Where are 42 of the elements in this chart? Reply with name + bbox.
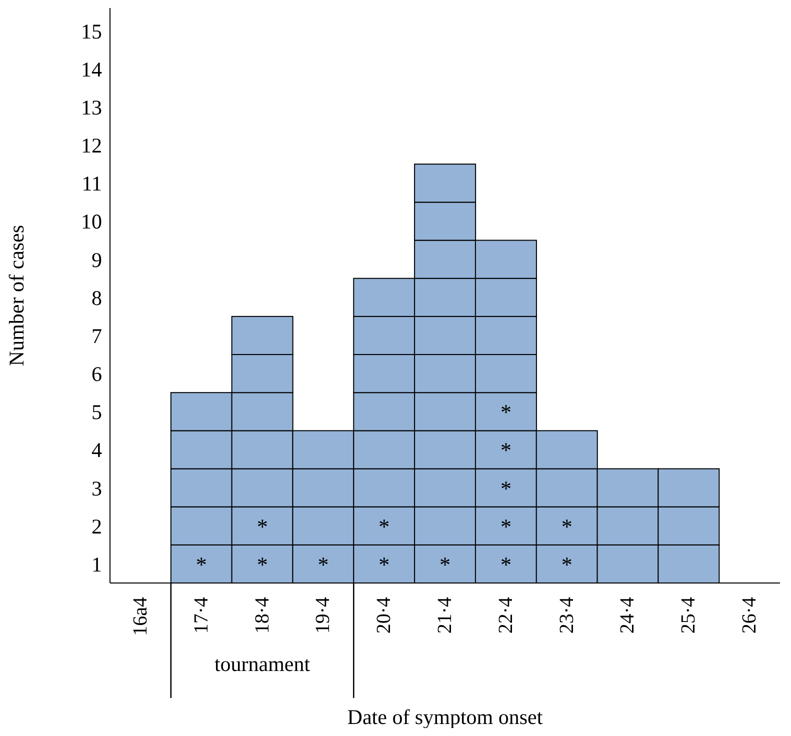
x-tick-label: 17·4 <box>190 597 212 634</box>
y-tick-label: 14 <box>81 57 102 82</box>
y-tick-label: 10 <box>81 210 102 234</box>
data-label: * <box>196 552 207 577</box>
x-tick-label: 23·4 <box>556 597 578 634</box>
data-label: * <box>378 514 390 539</box>
data-label: * <box>500 438 512 463</box>
y-tick-label: 5 <box>92 400 102 424</box>
y-tick-label: 3 <box>92 476 102 500</box>
y-tick-label: 9 <box>92 248 102 272</box>
data-label: * <box>500 552 512 577</box>
data-label: * <box>378 552 390 577</box>
x-tick-label: 20·4 <box>373 597 396 634</box>
data-label: * <box>500 514 512 539</box>
y-axis-title: Number of cases <box>4 224 28 366</box>
x-tick-label: 22·4 <box>494 597 517 634</box>
y-tick-label: 2 <box>92 514 102 538</box>
data-label: * <box>561 552 572 577</box>
x-tick-label: 25·4 <box>678 597 700 634</box>
y-tick-label: 8 <box>92 286 102 310</box>
x-tick-label: 24·4 <box>616 597 639 634</box>
data-label: * <box>561 514 572 539</box>
data-label: * <box>256 552 268 577</box>
y-tick-label: 1 <box>92 552 102 576</box>
y-tick-label: 13 <box>81 95 102 120</box>
data-label: * <box>256 514 268 539</box>
data-label: * <box>500 476 512 501</box>
data-label: * <box>318 552 329 577</box>
y-tick-label: 15 <box>81 19 102 44</box>
data-label: * <box>440 552 451 577</box>
x-tick-label: 26·4 <box>738 597 761 634</box>
y-tick-label: 6 <box>92 362 102 386</box>
y-tick-label: 7 <box>92 324 102 348</box>
text: tournament <box>214 652 310 676</box>
x-tick-label: 16a4 <box>129 597 152 636</box>
x-tick-label: 19·4 <box>312 597 334 634</box>
x-tick-label: 21·4 <box>434 597 456 634</box>
y-tick-label: 4 <box>92 438 102 462</box>
y-tick-label: 12 <box>81 134 102 158</box>
y-tick-label: 11 <box>82 172 102 196</box>
data-label: * <box>500 400 512 425</box>
x-tick-label: 18·4 <box>251 597 274 634</box>
